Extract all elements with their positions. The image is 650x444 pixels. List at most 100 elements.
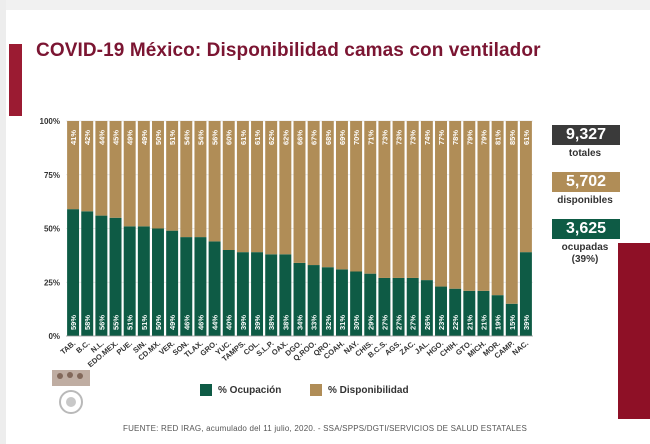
data-label-occupancy: 44% [211, 315, 220, 330]
occupied-value-box: 3,625 [552, 219, 620, 239]
bar-occupancy [109, 217, 122, 336]
data-label-occupancy: 31% [338, 315, 347, 330]
data-label-availability: 79% [479, 130, 488, 145]
data-label-occupancy: 40% [225, 315, 234, 330]
data-label-availability: 85% [508, 130, 517, 145]
data-label-availability: 51% [168, 130, 177, 145]
data-label-occupancy: 46% [182, 315, 191, 330]
data-label-occupancy: 49% [168, 315, 177, 330]
bar-occupancy [81, 211, 94, 336]
bar-occupancy [477, 290, 490, 336]
bar-occupancy [222, 250, 235, 336]
data-label-occupancy: 27% [395, 315, 404, 330]
data-label-occupancy: 38% [267, 315, 276, 330]
bar-availability [208, 121, 221, 242]
data-label-availability: 79% [465, 130, 474, 145]
bar-availability [222, 121, 235, 250]
bar-occupancy [166, 230, 179, 336]
data-label-occupancy: 50% [154, 315, 163, 330]
bar-availability [378, 121, 391, 278]
data-label-availability: 49% [140, 130, 149, 145]
data-label-occupancy: 21% [479, 315, 488, 330]
bar-occupancy [463, 290, 476, 336]
data-label-occupancy: 22% [451, 315, 460, 330]
data-label-availability: 60% [225, 130, 234, 145]
legend-occupancy: % Ocupación [200, 384, 281, 396]
data-label-occupancy: 39% [522, 315, 531, 330]
data-label-availability: 62% [281, 130, 290, 145]
data-label-availability: 73% [380, 130, 389, 145]
bar-availability [463, 121, 476, 291]
data-label-occupancy: 39% [239, 315, 248, 330]
accent-bar-left [9, 44, 22, 116]
total-value-box: 9,327 [552, 125, 620, 145]
data-label-availability: 61% [253, 130, 262, 145]
data-label-availability: 41% [69, 130, 78, 145]
bar-occupancy [236, 252, 249, 336]
y-tick-label: 100% [40, 117, 60, 126]
bar-occupancy [123, 226, 136, 336]
bar-occupancy [208, 241, 221, 336]
data-label-availability: 49% [126, 130, 135, 145]
bar-occupancy [95, 215, 108, 336]
data-label-availability: 61% [239, 130, 248, 145]
bar-availability [265, 121, 278, 255]
data-label-availability: 67% [310, 130, 319, 145]
legend-availability-label: % Disponibilidad [328, 384, 409, 396]
bar-availability [95, 121, 108, 216]
left-frame-strip [0, 0, 6, 444]
bar-availability [67, 121, 80, 210]
occupied-percent: (39%) [571, 254, 599, 265]
data-label-availability: 44% [97, 130, 106, 145]
accent-bar-right [618, 243, 650, 419]
bar-occupancy [335, 269, 348, 336]
bar-availability [519, 121, 532, 253]
bar-occupancy [491, 295, 504, 336]
data-label-availability: 81% [494, 130, 503, 145]
data-label-availability: 45% [112, 130, 121, 145]
top-frame-strip [0, 0, 650, 10]
bar-availability [420, 121, 433, 281]
bar-availability [251, 121, 264, 253]
legend-occupancy-swatch [200, 384, 212, 396]
data-label-occupancy: 56% [97, 315, 106, 330]
data-label-availability: 71% [366, 130, 375, 145]
bar-availability [392, 121, 405, 278]
mexican-emblem-icon [52, 370, 90, 414]
y-tick-label: 25% [44, 278, 60, 287]
data-label-availability: 68% [324, 130, 333, 145]
legend-occupancy-label: % Ocupación [218, 384, 282, 396]
data-label-availability: 77% [437, 130, 446, 145]
bar-availability [236, 121, 249, 253]
data-label-occupancy: 33% [310, 315, 319, 330]
data-label-availability: 54% [196, 130, 205, 145]
bar-availability [350, 121, 363, 272]
bar-availability [335, 121, 348, 270]
bar-occupancy [435, 286, 447, 336]
data-label-availability: 74% [423, 130, 432, 145]
data-label-occupancy: 29% [366, 315, 375, 330]
data-label-occupancy: 27% [380, 315, 389, 330]
bar-availability [152, 121, 164, 229]
data-label-availability: 78% [451, 130, 460, 145]
data-label-availability: 50% [154, 130, 163, 145]
bar-availability [435, 121, 447, 287]
y-tick-label: 50% [44, 225, 60, 234]
data-label-occupancy: 32% [324, 315, 333, 330]
legend-availability-swatch [310, 384, 322, 396]
source-footer: FUENTE: RED IRAG, acumulado del 11 julio… [122, 424, 528, 433]
bar-occupancy [378, 277, 391, 336]
data-label-occupancy: 51% [126, 315, 135, 330]
bar-availability [81, 121, 94, 212]
data-label-availability: 73% [395, 130, 404, 145]
bar-availability [406, 121, 419, 278]
bar-occupancy [279, 254, 292, 336]
bar-availability [180, 121, 193, 238]
chart-title: COVID-19 México: Disponibilidad camas co… [36, 40, 541, 61]
data-label-availability: 56% [211, 130, 220, 145]
data-label-occupancy: 21% [465, 315, 474, 330]
data-label-occupancy: 30% [352, 315, 361, 330]
bar-availability [491, 121, 504, 296]
legend-availability: % Disponibilidad [310, 384, 409, 396]
available-label: disponibles [557, 195, 613, 206]
